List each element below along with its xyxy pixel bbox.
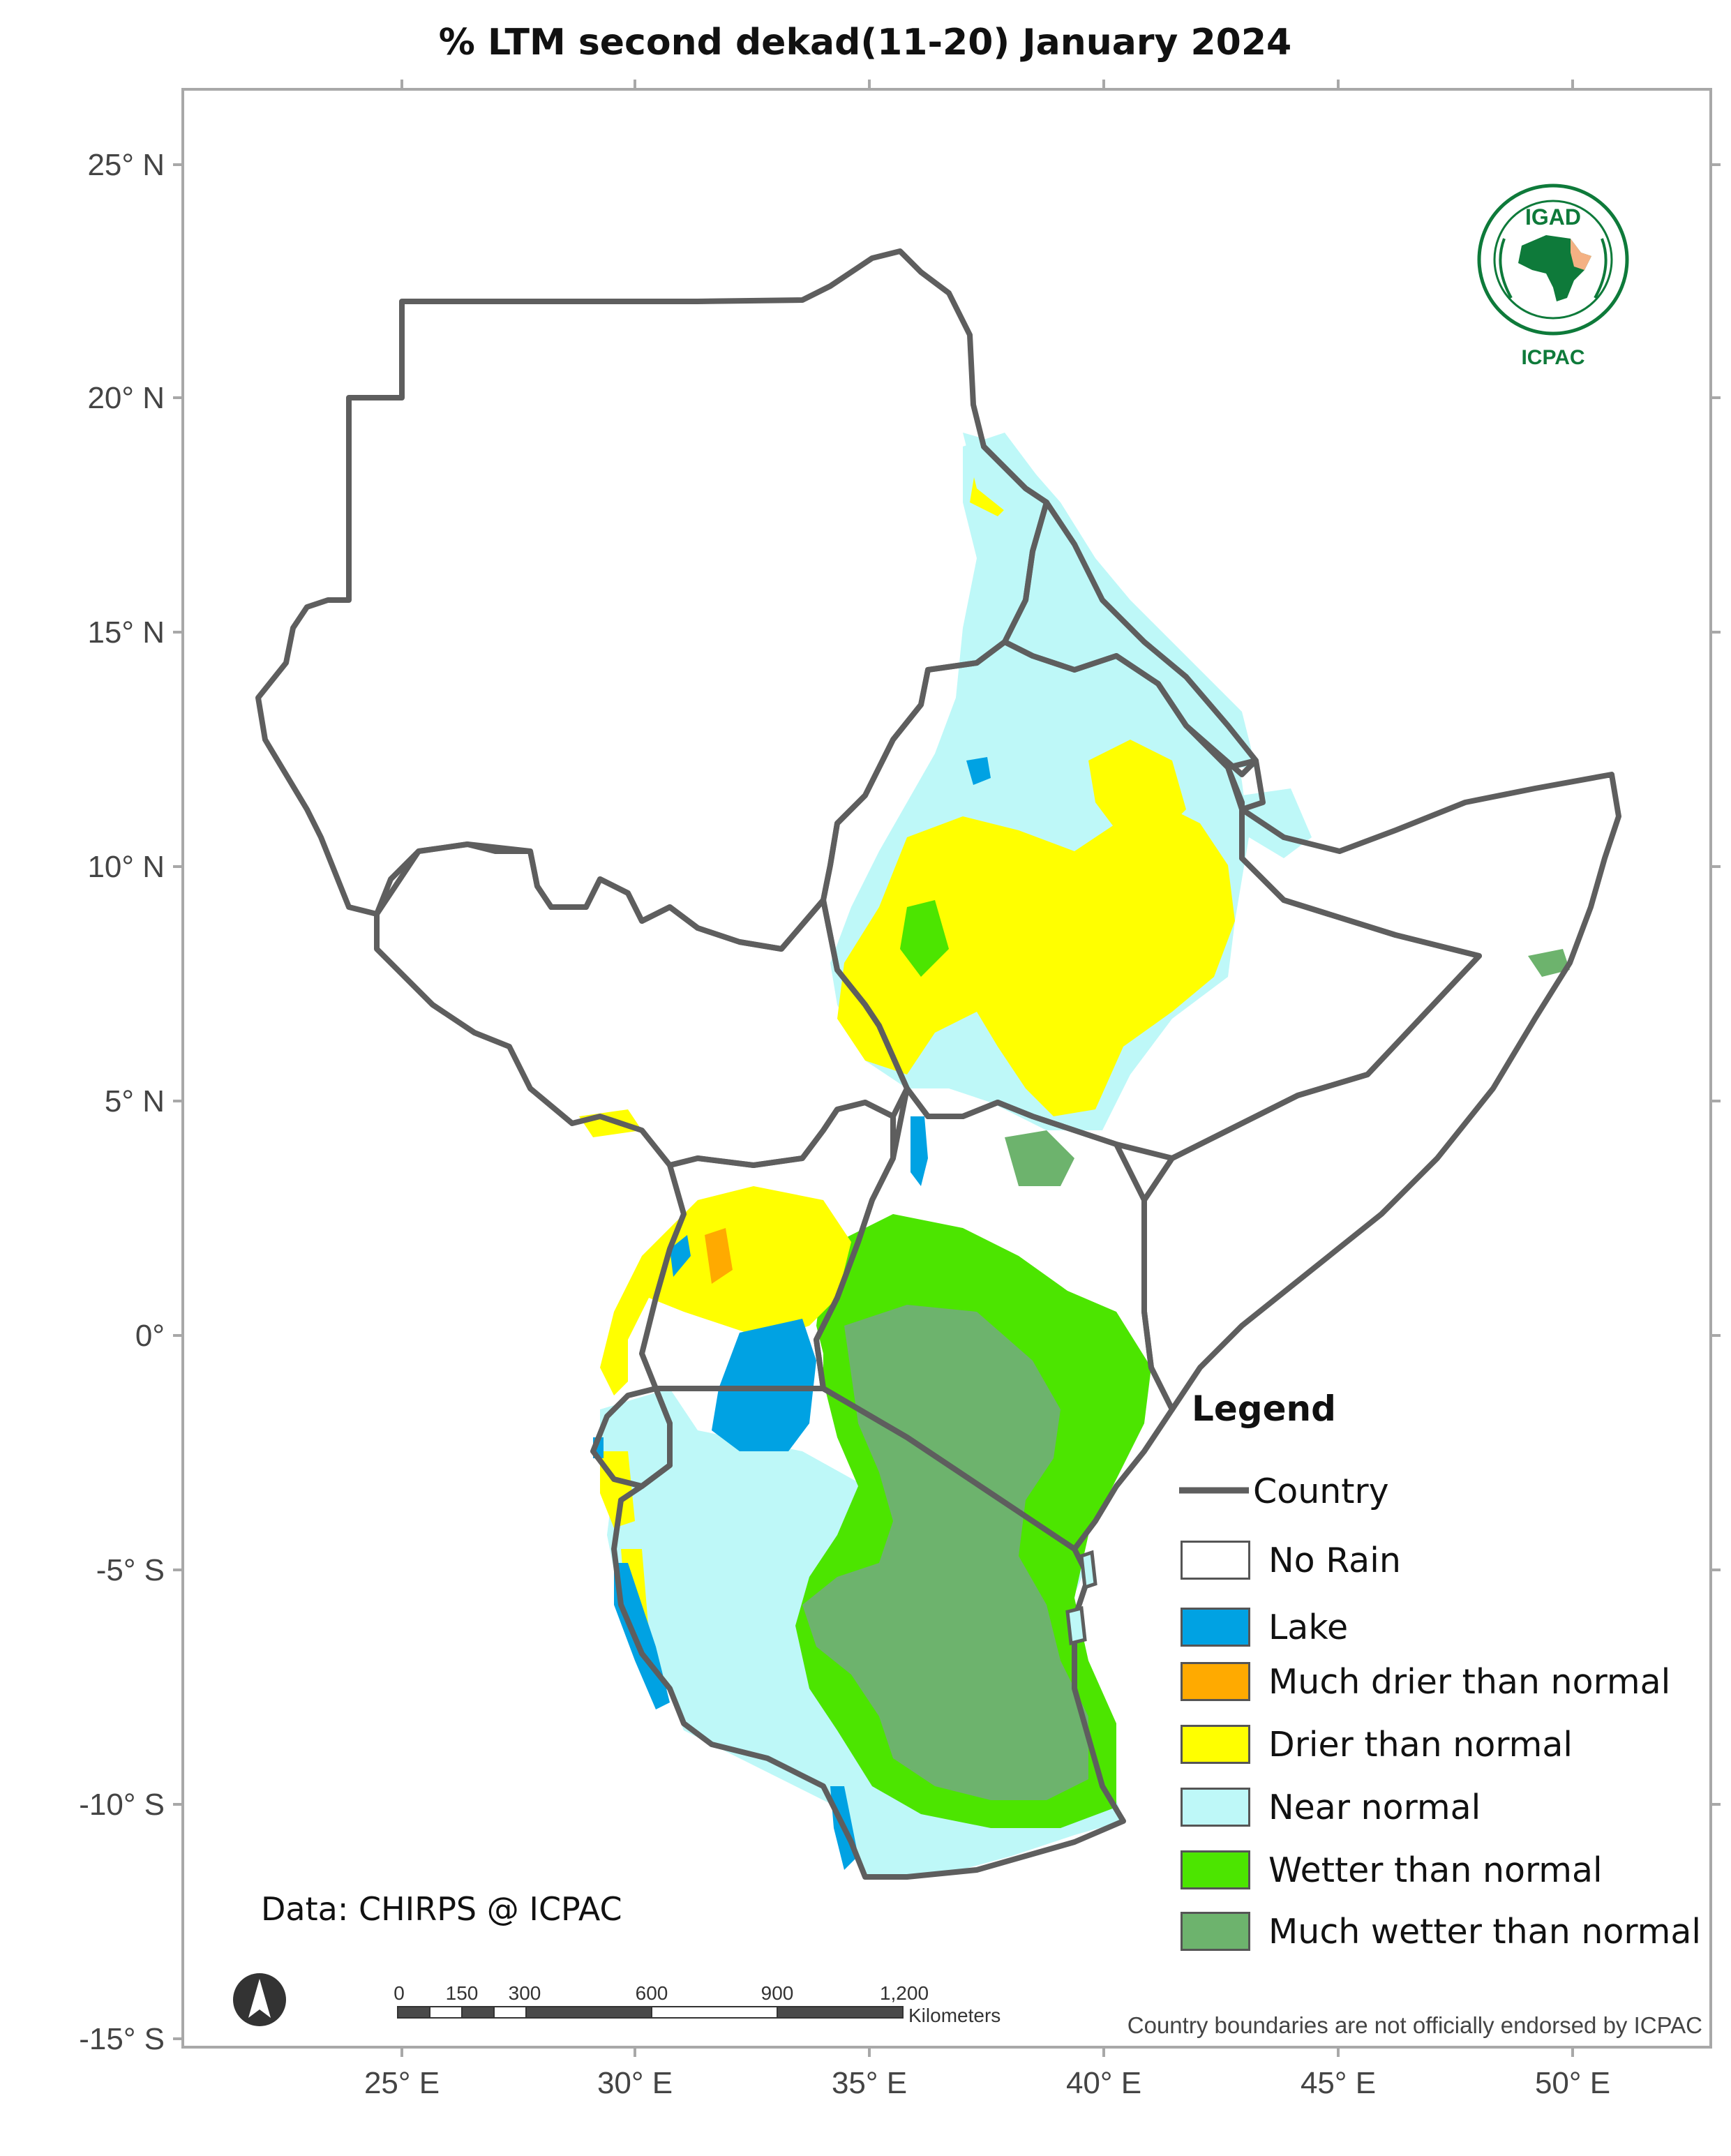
border-uganda [639,1100,896,1391]
legend: Legend Country [1179,1388,1389,1511]
legend-label: No Rain [1268,1540,1401,1580]
horn-of-africa-highlight [1571,239,1591,270]
laurel-icon [1499,238,1608,299]
disclaimer-text: Country boundaries are not officially en… [1127,2012,1702,2038]
border-tanzania [611,1386,1126,1880]
lon-label-45e: 45° E [1301,2066,1376,2100]
lake-albert [670,1235,691,1277]
border-djibouti [1225,758,1266,812]
legend-swatch [1181,1662,1250,1701]
icpac-logo: IGAD ICPAC [1477,184,1629,369]
lat-label-20n: 20° N [87,381,165,415]
drier-uganda [600,1186,851,1395]
scale-seg-4 [493,2006,527,2019]
lake-turkana [911,1116,928,1186]
scale-tick-600: 600 [636,1982,668,2004]
legend-item-lake: Lake [1181,1606,1348,1648]
drier-ethiopia [837,802,1235,1116]
scale-unit: Kilometers [908,2005,1001,2026]
legend-label: Lake [1268,1607,1349,1647]
lat-label-5s: -5° S [96,1553,165,1587]
lon-label-50e: 50° E [1535,2066,1610,2100]
anomaly-layer [579,433,1570,1877]
scale-tick-900: 900 [761,1982,794,2004]
lat-label-10s: -10° S [79,1788,165,1822]
lake-tana [966,757,991,785]
legend-item-drier-than-normal: Drier than normal [1181,1723,1573,1765]
legend-item-wetter-than-normal: Wetter than normal [1181,1849,1603,1891]
legend-title: Legend [1192,1388,1336,1429]
legend-swatch [1181,1541,1250,1580]
lon-label-40e: 40° E [1066,2066,1141,2100]
logo-top-text: IGAD [1525,204,1581,230]
wetter-ethiopia-west [900,900,949,977]
longitude-labels: 25° E 30° E 35° E 40° E 45° E 50° E [364,2066,1610,2100]
legend-country-label: Country [1253,1472,1389,1511]
scale-seg-2 [429,2006,463,2019]
lat-label-0: 0° [135,1319,165,1353]
border-eritrea [981,444,1259,777]
lon-label-30e: 30° E [597,2066,673,2100]
lon-label-35e: 35° E [832,2066,907,2100]
legend-swatch [1181,1788,1250,1827]
legend-label: Much wetter than normal [1268,1911,1702,1952]
much-wetter-south-ethiopia [1005,1130,1074,1186]
legend-item-much-drier-than-normal: Much drier than normal [1181,1661,1670,1702]
logo-bottom-text: ICPAC [1521,346,1584,369]
near-normal-coast-eritrea [963,433,1256,768]
lat-label-25n: 25° N [87,148,165,182]
legend-item-no-rain: No Rain [1181,1539,1401,1581]
data-credit: Data: CHIRPS @ ICPAC [261,1890,622,1928]
latitude-labels: 25° N 20° N 15° N 10° N 5° N 0° -5° S -1… [79,148,165,2056]
drier-ethiopia-north [1088,740,1186,837]
legend-swatch [1181,1725,1250,1764]
zanzibar-island [1065,1605,1087,1646]
legend-label: Much drier than normal [1268,1661,1671,1702]
much-wetter-somalia-spot [1528,949,1570,977]
scale-tick-1200: 1,200 [880,1982,929,2004]
legend-swatch [1181,1608,1250,1647]
legend-label: Drier than normal [1268,1724,1573,1765]
legend-swatch [1181,1912,1250,1951]
legend-label: Wetter than normal [1268,1850,1603,1890]
scale-tick-300: 300 [509,1982,541,2004]
legend-label: Near normal [1268,1787,1481,1827]
scale-seg-7 [777,2006,904,2019]
north-arrow-icon [233,1973,286,2026]
scale-seg-3 [461,2006,495,2019]
legend-item-near-normal: Near normal [1181,1786,1481,1828]
lake-victoria [712,1319,816,1451]
axis-ticks [173,80,1721,2057]
scale-bar: 0 150 300 600 900 1,200 Kilometers [394,1982,1001,2026]
lat-label-15n: 15° N [87,615,165,650]
border-somalia [1141,772,1621,1412]
scale-seg-5 [525,2006,652,2019]
logo-inner-ring [1493,200,1613,320]
scale-seg-6 [651,2006,778,2019]
lat-label-10n: 10° N [87,850,165,884]
pemba-island [1079,1550,1097,1590]
lat-label-15s: -15° S [79,2022,165,2056]
much-drier-uganda-spot [705,1228,733,1284]
much-wetter-tanzania [802,1305,1088,1800]
scale-tick-0: 0 [394,1982,405,2004]
scale-tick-150: 150 [446,1982,479,2004]
lon-label-25e: 25° E [364,2066,440,2100]
map-title: % LTM second dekad(11-20) January 2024 [439,22,1291,63]
legend-item-much-wetter-than-normal: Much wetter than normal [1181,1910,1701,1952]
legend-swatch [1181,1850,1250,1889]
lat-label-5n: 5° N [105,1084,165,1118]
islands [1065,1550,1097,1646]
country-boundaries [255,248,1621,1880]
scale-seg-1 [397,2006,430,2019]
